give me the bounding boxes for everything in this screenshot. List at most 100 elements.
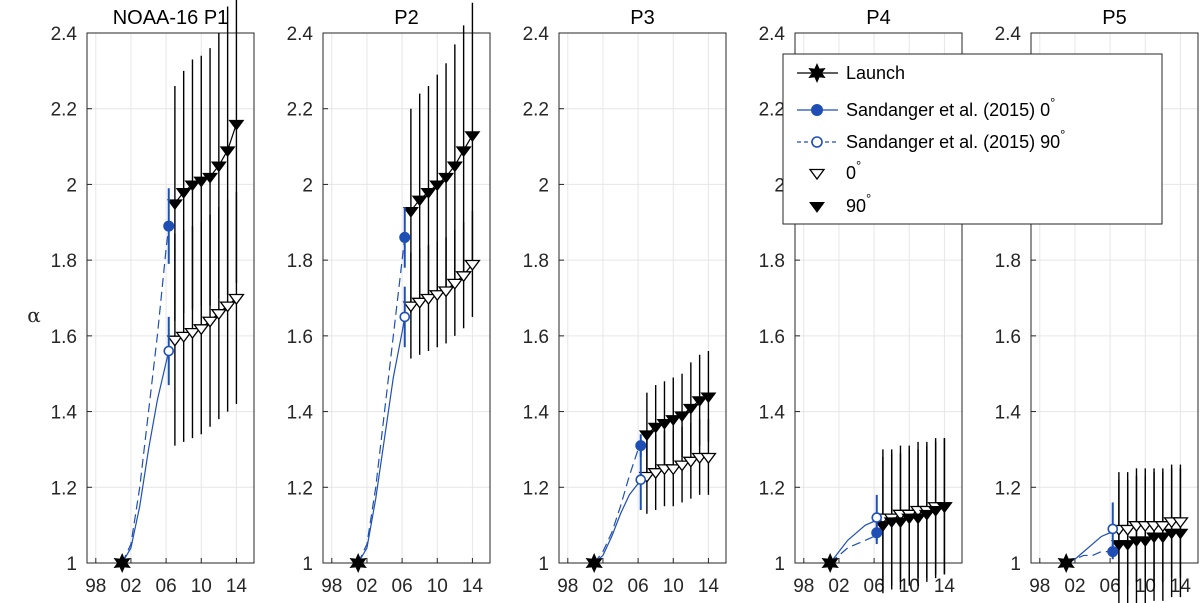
deg90-point: [700, 392, 717, 404]
legend-label: Launch: [846, 63, 905, 83]
y-tick-label: 1.2: [523, 478, 549, 499]
panel-title: P4: [866, 7, 890, 29]
x-tick-label: 06: [156, 576, 177, 597]
x-tick-label: 02: [828, 576, 849, 597]
deg90-point: [219, 146, 236, 158]
deg0-point: [411, 297, 428, 309]
deg90-point: [647, 422, 664, 434]
y-tick-label: 1: [538, 554, 549, 575]
x-tick-label: 02: [1064, 576, 1085, 597]
sandanger-0deg-curve: [1065, 551, 1113, 564]
y-tick-label: 1.8: [995, 251, 1021, 272]
sandanger-0deg-point: [635, 440, 647, 452]
x-tick-label: 06: [864, 576, 885, 597]
deg90-point: [402, 206, 419, 218]
plot-area-frame: [794, 32, 963, 564]
y-tick-label: 1: [774, 554, 785, 575]
deg0-point: [175, 331, 192, 343]
plot-area-frame: [558, 32, 727, 564]
y-tick-label: 2: [538, 175, 549, 196]
launch-point: [821, 553, 839, 573]
deg90-point: [936, 502, 953, 514]
deg0-point: [673, 460, 691, 472]
deg0-point: [420, 293, 437, 306]
deg90-point: [210, 161, 227, 173]
x-tick-label: 10: [427, 576, 448, 597]
legend-deg0-marker: [808, 168, 826, 181]
y-tick-label: 1.2: [995, 478, 1021, 499]
y-tick-label: 1: [1010, 554, 1021, 575]
deg90-point: [918, 509, 935, 521]
y-tick-label: 2: [66, 175, 77, 196]
y-tick-label: 1.4: [995, 403, 1022, 424]
sandanger-90deg-point: [399, 311, 411, 323]
deg90-point: [1119, 540, 1136, 551]
sandanger-90deg-point: [163, 345, 175, 357]
deg90-point: [1172, 528, 1189, 540]
deg0-point: [664, 464, 682, 476]
y-tick-label: 1.6: [51, 327, 77, 348]
deg90-point: [1137, 536, 1154, 548]
panel-title: P5: [1102, 7, 1126, 29]
y-tick-label: 1.8: [759, 251, 785, 272]
y-tick-label: 2.4: [51, 24, 78, 45]
sandanger-0deg-point: [163, 220, 175, 232]
y-tick-label: 1: [302, 554, 313, 575]
x-tick-label: 06: [628, 576, 649, 597]
x-tick-label: 98: [85, 576, 106, 597]
sandanger-90deg-point: [871, 512, 883, 523]
y-tick-label: 1.6: [759, 327, 785, 348]
deg90-point: [411, 195, 428, 207]
legend-sandanger-0deg-marker: [811, 104, 823, 116]
sandanger-0deg-curve: [829, 532, 878, 564]
x-tick-label: 10: [191, 576, 212, 597]
deg0-point: [437, 286, 455, 298]
y-tick-label: 1.4: [759, 403, 786, 424]
deg0-point: [1119, 524, 1136, 537]
sandanger-0deg-curve: [121, 226, 170, 564]
deg0-point: [402, 301, 420, 313]
y-tick-label: 2.2: [759, 100, 785, 121]
plot-area-frame: [86, 32, 255, 564]
deg90-point: [682, 403, 699, 415]
x-tick-label: 06: [1100, 576, 1121, 597]
y-tick-label: 1: [66, 554, 77, 575]
launch-point: [113, 553, 131, 573]
sandanger-0deg-curve: [357, 237, 406, 564]
deg0-point: [219, 301, 236, 313]
deg90-point: [656, 418, 673, 430]
deg90-point: [464, 131, 481, 143]
deg0-point: [455, 271, 472, 283]
y-tick-label: 2.4: [759, 24, 786, 45]
deg90-point: [1154, 532, 1171, 544]
x-tick-label: 14: [226, 576, 248, 597]
legend-label: Sandanger et al. (2015) 90°: [846, 127, 1065, 152]
x-tick-label: 98: [1029, 576, 1050, 597]
sandanger-90deg-curve: [829, 517, 878, 564]
legend-launch-marker: [808, 63, 826, 83]
deg90-point: [202, 172, 219, 184]
y-tick-label: 1.4: [287, 403, 314, 424]
y-tick-label: 1.6: [995, 327, 1021, 348]
panel-title: NOAA-16 P1: [113, 7, 229, 29]
deg90-point: [184, 180, 201, 192]
deg90-point: [665, 415, 682, 426]
deg0-point: [192, 324, 210, 336]
y-tick-label: 2.4: [287, 24, 314, 45]
deg90-point: [175, 188, 192, 199]
x-tick-label: 98: [557, 576, 578, 597]
y-tick-label: 1.8: [287, 251, 313, 272]
deg90-point: [874, 521, 891, 532]
legend-item-d0: 0°: [808, 158, 861, 183]
deg90-point: [638, 430, 655, 442]
legend-item-s0: Sandanger et al. (2015) 0°: [797, 95, 1055, 120]
x-tick-label: 10: [899, 576, 920, 597]
y-tick-label: 1.2: [759, 478, 785, 499]
deg90-point: [429, 180, 446, 192]
y-tick-label: 1.2: [51, 478, 77, 499]
deg90-point: [193, 176, 210, 188]
deg0-point: [428, 290, 446, 302]
x-tick-label: 02: [356, 576, 377, 597]
sandanger-90deg-curve: [593, 479, 642, 564]
